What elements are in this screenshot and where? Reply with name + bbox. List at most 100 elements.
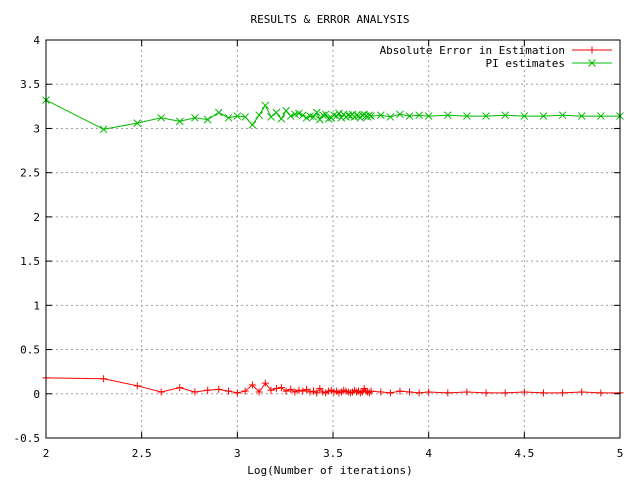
data-point-0 [501,389,509,397]
data-point-0 [396,387,404,395]
data-point-0 [309,387,317,395]
x-tick-label: 3.5 [323,447,343,460]
data-point-0 [282,387,290,395]
data-point-1 [405,112,414,120]
data-point-1 [203,115,212,124]
data-point-1 [286,112,295,120]
data-point-1 [424,112,433,120]
data-point-1 [214,108,223,117]
data-point-0 [578,388,586,396]
data-point-1 [267,113,275,121]
data-point-0 [367,387,375,395]
data-point-1 [396,110,404,119]
x-axis-label: Log(Number of iterations) [247,464,413,477]
y-tick-label: 0 [33,388,40,401]
data-point-1 [241,113,250,121]
data-point-1 [277,114,286,123]
data-point-0 [267,386,275,394]
data-point-1 [321,110,330,119]
x-tick-label: 5 [617,447,624,460]
data-point-1 [577,112,586,120]
x-tick-label: 3 [234,447,241,460]
data-point-0 [215,385,223,393]
data-point-0 [322,389,330,397]
y-tick-label: 2.5 [20,167,40,180]
data-point-0 [157,388,165,396]
y-tick-label: 2 [33,211,40,224]
data-point-1 [261,101,270,110]
data-point-1 [255,111,263,120]
data-point-1 [282,106,290,115]
data-point-1 [224,113,233,122]
y-tick-label: 3.5 [20,78,40,91]
data-point-1 [175,117,184,126]
data-point-1 [309,113,318,121]
legend: Absolute Error in Estimation PI estimate… [380,44,565,70]
data-point-0 [406,388,414,396]
data-point-0 [191,388,199,396]
x-tick-label: 2 [43,447,50,460]
y-tick-label: 1.5 [20,255,40,268]
data-point-0 [415,389,423,397]
data-point-1 [520,112,529,120]
y-tick-label: 3 [33,122,40,135]
data-point-1 [330,111,338,120]
data-point-1 [272,108,281,117]
data-point-1 [539,112,548,120]
data-point-0 [559,389,567,397]
data-point-1 [324,114,333,123]
data-point-0 [482,389,490,397]
y-tick-label: 0.5 [20,344,40,357]
data-point-0 [272,384,280,392]
tick-labels: 2 2.5 3 3.5 4 4.5 5 -0.5 0 0.5 1 1.5 2 2.5 3 3.5 4 [14,34,624,460]
legend-label-error: Absolute Error in Estimation [380,44,565,57]
data-point-0 [306,388,314,396]
data-point-0 [299,387,307,395]
y-tick-label: -0.5 [14,432,41,445]
data-point-1 [335,109,343,118]
data-point-1 [157,113,166,122]
data-point-1 [558,111,567,120]
data-point-0 [386,389,394,397]
data-point-1 [376,111,385,120]
x-tick-label: 4 [425,447,432,460]
data-point-0 [425,388,433,396]
data-point-1 [133,119,142,127]
data-point-0 [225,387,233,395]
data-point-0 [291,388,299,396]
data-point-1 [482,112,490,120]
legend-label-pi: PI estimates [486,57,565,70]
data-point-0 [520,388,528,396]
x-tick-label: 2.5 [132,447,152,460]
series-layer [42,46,624,397]
data-point-0 [295,386,303,394]
y-tick-label: 4 [33,34,40,47]
data-point-0 [204,386,212,394]
data-point-0 [133,382,141,390]
x-tick-label: 4.5 [514,447,534,460]
data-point-0 [233,389,241,397]
plot-border [45,39,621,439]
data-point-1 [233,112,242,120]
data-point-1 [352,111,361,120]
data-point-0 [319,388,327,396]
data-point-1 [99,125,108,134]
chart-title: RESULTS & ERROR ANALYSIS [251,13,410,26]
y-tick-label: 1 [33,299,40,312]
data-point-1 [386,113,395,121]
data-point-0 [100,375,108,383]
data-point-0 [255,388,263,396]
data-point-1 [248,121,257,129]
data-point-0 [241,387,249,395]
data-point-0 [444,389,452,397]
grid [46,40,620,438]
data-point-0 [377,388,385,396]
legend-marker-1 [588,59,596,67]
data-point-1 [191,113,199,122]
data-point-1 [365,111,374,120]
data-point-0 [463,388,471,396]
data-point-0 [277,384,285,392]
data-point-1 [295,109,303,118]
data-point-0 [176,384,184,392]
